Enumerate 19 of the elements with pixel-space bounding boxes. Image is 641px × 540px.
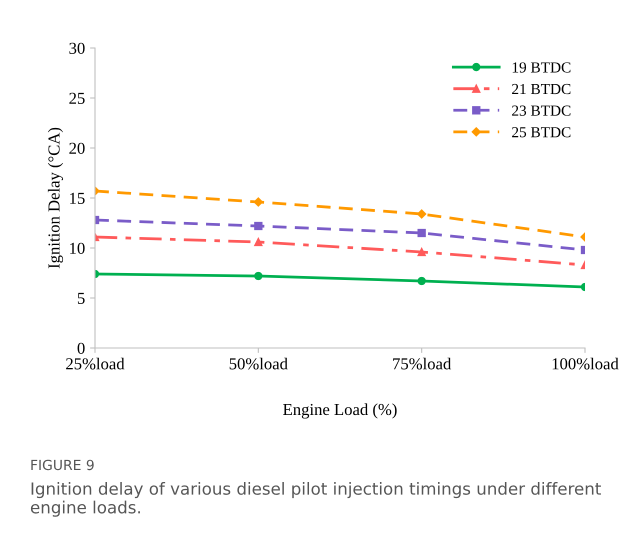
y-tick-label: 30 — [69, 42, 85, 54]
x-tick-label: 25%load — [66, 358, 124, 370]
y-tick-label: 15 — [70, 192, 85, 204]
legend-label: 25 BTDC — [512, 127, 570, 138]
text: Ignition delay of various diesel pilot injection timings under different engine loads. — [30, 482, 601, 517]
x-axis-title: Engine Load (%) — [283, 403, 397, 419]
y-tick-label: 25 — [69, 92, 85, 104]
caption: FIGURE 9 — [31, 460, 94, 470]
x-tick-label: 100%load — [552, 358, 619, 370]
legend-label: 19 BTDC — [512, 62, 570, 73]
x-tick-label: 50%load — [230, 358, 288, 370]
legend-label: 21 BTDC — [512, 84, 570, 94]
x-tick-label: 75%load — [393, 358, 452, 370]
y-tick-label: 20 — [69, 142, 85, 154]
y-tick-label: 5 — [78, 292, 85, 304]
y-tick-label: 10 — [70, 242, 85, 254]
y-axis-title: Ignition Delay (°CA) — [48, 128, 64, 268]
legend-label: 23 BTDC — [512, 106, 570, 116]
y-tick-label: 0 — [78, 342, 85, 354]
